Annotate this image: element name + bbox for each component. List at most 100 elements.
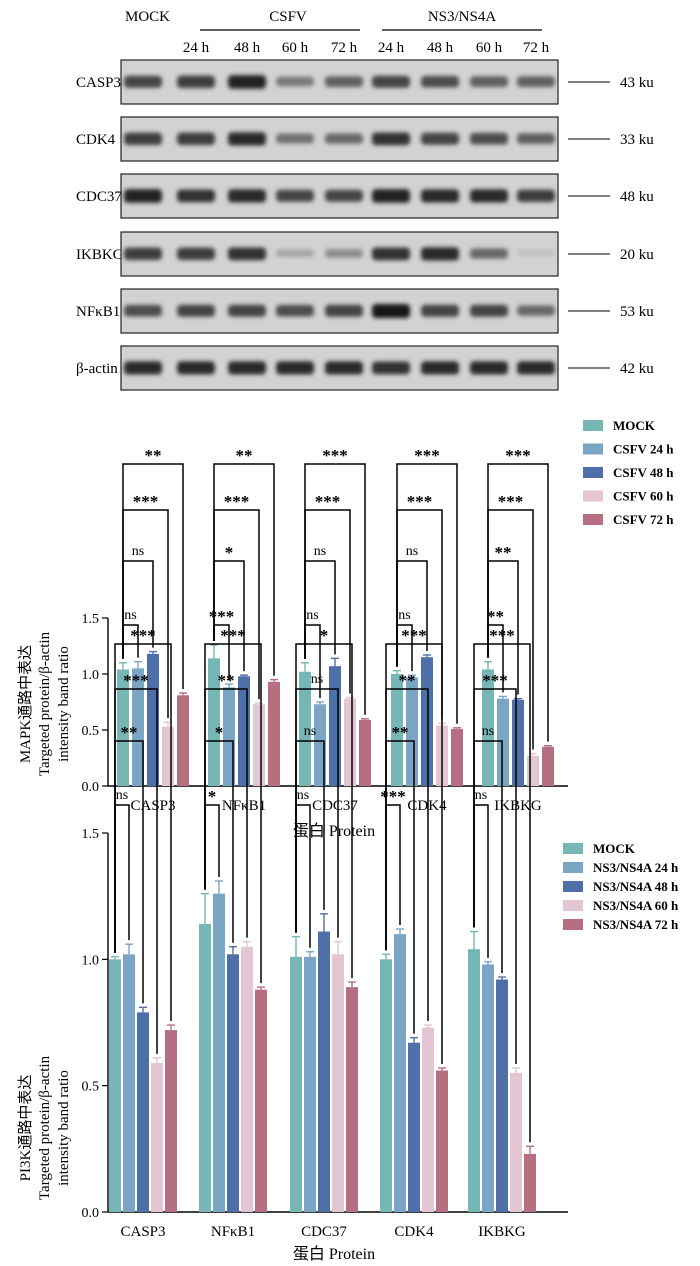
significance-label: **	[121, 723, 138, 742]
bar	[132, 668, 144, 786]
legend-label: NS3/NS4A 24 h	[593, 860, 679, 875]
significance-bracket	[213, 463, 275, 676]
significance-label: ***	[322, 446, 348, 465]
bar	[421, 657, 433, 786]
y-tick-label: 0.5	[82, 724, 100, 739]
chart1-xlabel: 蛋白 Protein	[293, 822, 375, 840]
significance-label: ns	[475, 788, 487, 803]
chart2-ylabel-line1: PI3K通路中表达	[17, 1075, 34, 1182]
legend-label: CSFV 24 h	[613, 442, 674, 457]
blot-band	[177, 247, 215, 260]
blot-row: CDC37 48 ku	[76, 173, 654, 219]
bar	[422, 1027, 434, 1212]
blot-size-label: 33 ku	[620, 132, 654, 148]
y-tick-label: 0.5	[82, 1080, 100, 1095]
bar	[318, 931, 330, 1212]
bar	[496, 979, 508, 1212]
chart2-ylabel-line2: Targeted protein/β-actin	[37, 1055, 53, 1200]
blot-band	[276, 133, 314, 144]
significance-label: ns	[116, 788, 128, 803]
blot-size-label: 48 ku	[620, 189, 654, 205]
significance-label: ns	[406, 544, 418, 559]
significance-label: **	[236, 446, 253, 465]
blot-band	[517, 361, 555, 375]
blot-header: MOCK CSFV NS3/NS4A 24 h 48 h 60 h 72 h 2…	[125, 9, 550, 56]
bar	[451, 728, 463, 786]
significance-label: ns	[482, 724, 494, 739]
bar	[253, 704, 265, 786]
chart2-ylabel-line3: intensity band ratio	[56, 1070, 72, 1186]
significance-label: ***	[414, 446, 440, 465]
bar	[123, 954, 135, 1212]
bar	[329, 666, 341, 786]
bar	[408, 1042, 420, 1212]
significance-label: ns	[132, 544, 144, 559]
chart2-xlabel: 蛋白 Protein	[293, 1245, 375, 1263]
significance-bracket	[473, 643, 531, 1143]
blot-band	[177, 189, 215, 203]
legend-label: MOCK	[593, 841, 636, 856]
y-tick-label: 1.0	[82, 953, 100, 968]
blot-band	[177, 132, 215, 145]
blot-band	[470, 248, 508, 259]
blot-rows: CASP3 43 ku CDK4 33 ku CDC37 48 ku IKBKG 20 ku N…	[76, 59, 654, 391]
bar	[468, 949, 480, 1212]
significance-label: **	[145, 446, 162, 465]
y-tick-label: 1.5	[82, 612, 100, 627]
significance-label: ***	[220, 626, 246, 645]
bar	[394, 934, 406, 1212]
chart1-ylabel-line1: MAPK通路中表达	[17, 645, 34, 763]
blot-row: CDK4 33 ku	[76, 116, 654, 162]
significance-bracket	[204, 643, 262, 984]
legend-swatch	[583, 420, 603, 431]
significance-bracket	[304, 463, 366, 715]
legend-label: NS3/NS4A 60 h	[593, 898, 679, 913]
blot-band	[517, 189, 555, 202]
significance-bracket	[122, 463, 184, 690]
blot-band	[421, 75, 459, 88]
time-label-ns3-60: 60 h	[476, 40, 503, 56]
bar	[510, 1073, 522, 1212]
bar	[117, 669, 129, 786]
blot-band	[372, 132, 410, 146]
blot-row: β-actin 42 ku	[76, 345, 654, 391]
bar	[223, 687, 235, 786]
bar	[299, 671, 311, 786]
significance-label: ***	[482, 671, 508, 690]
bar	[177, 695, 189, 786]
blot-band	[470, 132, 508, 145]
bar	[109, 959, 121, 1212]
significance-label: **	[495, 543, 512, 562]
bar	[290, 956, 302, 1212]
bar	[380, 959, 392, 1212]
significance-label: ***	[498, 492, 524, 511]
legend-swatch	[583, 514, 603, 525]
significance-bracket	[473, 804, 489, 958]
bar	[512, 699, 524, 786]
time-label-csfv-60: 60 h	[282, 40, 309, 56]
x-tick-label: CDK4	[394, 1224, 434, 1240]
blot-band	[372, 304, 410, 318]
blot-band	[124, 247, 162, 260]
blot-band	[228, 132, 266, 146]
bar	[147, 653, 159, 786]
blot-band	[325, 189, 363, 202]
blot-band	[124, 361, 162, 375]
significance-label: ***	[380, 787, 406, 806]
blot-band	[228, 304, 266, 317]
blot-band	[228, 247, 266, 261]
blot-row: NFκB1 53 ku	[76, 288, 654, 334]
chart1-ylabel-line2: Targeted protein/β-actin	[37, 631, 53, 776]
legend-swatch	[563, 881, 583, 892]
blot-band	[517, 305, 555, 316]
blot-size-label: 42 ku	[620, 361, 654, 377]
significance-label: ***	[401, 626, 427, 645]
x-tick-label: NFκB1	[222, 798, 266, 814]
x-tick-label: CDK4	[407, 798, 447, 814]
blot-band	[421, 132, 459, 145]
significance-label: ***	[489, 626, 515, 645]
bar	[137, 1012, 149, 1212]
x-tick-label: NFκB1	[211, 1224, 255, 1240]
blot-band	[372, 189, 410, 203]
legend-swatch	[563, 900, 583, 911]
